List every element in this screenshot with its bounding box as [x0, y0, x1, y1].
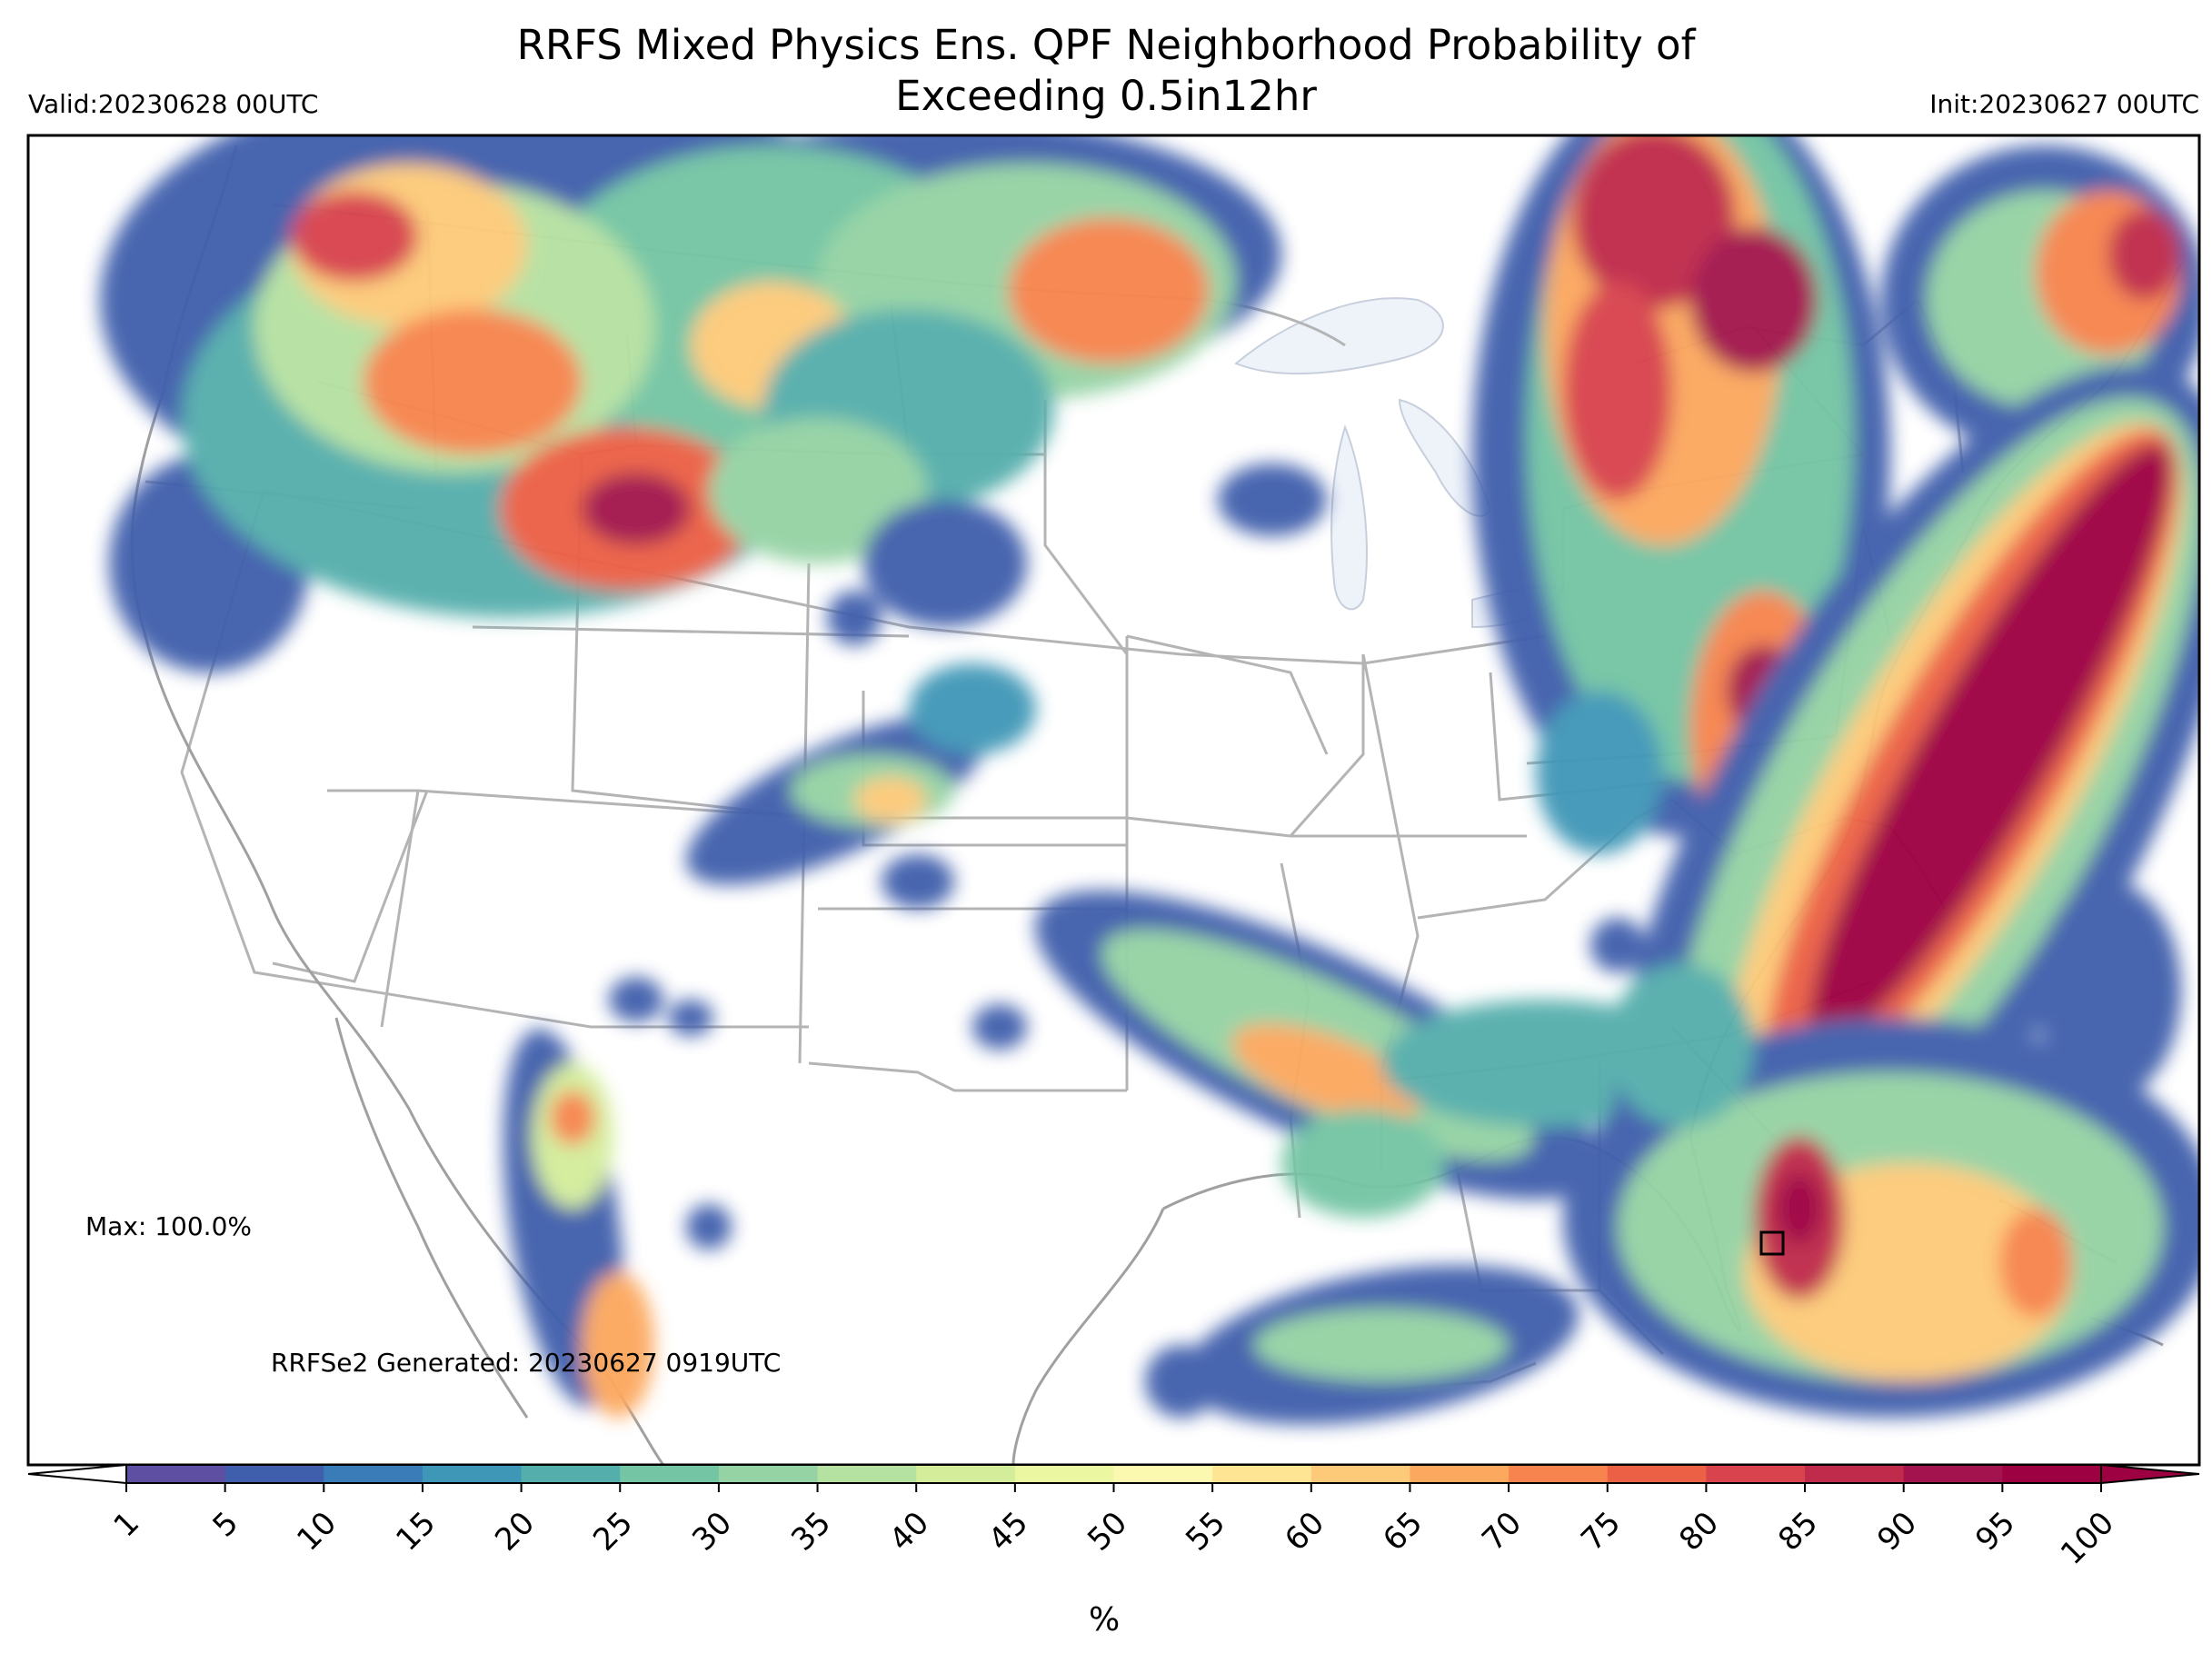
colorbar-segment: [1310, 1465, 1410, 1483]
colorbar-over-extension: [2100, 1463, 2200, 1485]
title-line-2: Exceeding 0.5in12hr: [895, 72, 1317, 120]
colorbar-segment: [817, 1465, 917, 1483]
colorbar-segment: [1607, 1465, 1707, 1483]
colorbar-unit-label: %: [1089, 1601, 1121, 1638]
generated-label: RRFSe2 Generated: 20230627 0919UTC: [271, 1348, 782, 1378]
colorbar-segment: [1410, 1465, 1510, 1483]
max-value-label: Max: 100.0%: [85, 1211, 252, 1241]
colorbar-segment: [1212, 1465, 1312, 1483]
colorbar-segment: [620, 1465, 720, 1483]
colorbar-segment: [1014, 1465, 1114, 1483]
colorbar-segment: [224, 1465, 324, 1483]
colorbar-segment: [2002, 1465, 2102, 1483]
colorbar-under-extension: [27, 1463, 127, 1485]
title-line-1: RRFS Mixed Physics Ens. QPF Neighborhood…: [516, 21, 1696, 69]
colorbar-segment: [1509, 1465, 1609, 1483]
valid-time-label: Valid:20230628 00UTC: [28, 89, 319, 119]
colorbar-segment: [126, 1465, 226, 1483]
max-marker: [1759, 1230, 1785, 1256]
colorbar-segment: [1706, 1465, 1806, 1483]
colorbar-segment: [422, 1465, 523, 1483]
init-time-label: Init:20230627 00UTC: [1929, 89, 2199, 119]
map-title: RRFS Mixed Physics Ens. QPF Neighborhood…: [0, 20, 2212, 122]
colorbar-segment: [916, 1465, 1016, 1483]
colorbar-segment: [521, 1465, 621, 1483]
colorbar-segment: [718, 1465, 819, 1483]
colorbar-segment: [1805, 1465, 1905, 1483]
colorbar-segment: [1903, 1465, 2003, 1483]
colorbar-segment: [324, 1465, 423, 1483]
probability-shading: [100, 135, 2199, 1425]
great-lakes: [1234, 297, 1565, 629]
colorbar-segment: [1113, 1465, 1213, 1483]
